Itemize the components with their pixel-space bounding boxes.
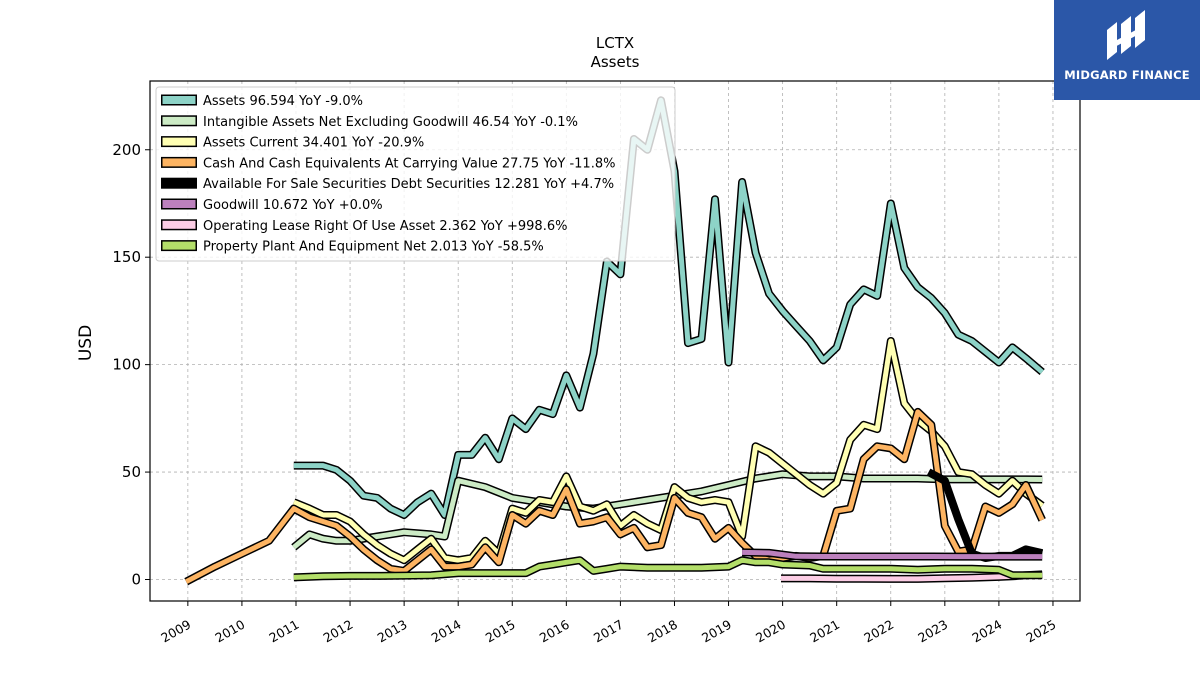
chart-subtitle: Assets [591,53,640,71]
legend-swatch [162,220,196,229]
legend-label: Property Plant And Equipment Net 2.013 Y… [203,240,544,255]
series-line [292,471,1043,550]
legend-swatch [162,179,196,188]
legend-swatch [162,158,196,167]
series-goodwill [742,548,1043,561]
series-property-plant-and-equipment-net [293,556,1043,582]
legend-label: Available For Sale Securities Debt Secur… [203,177,614,192]
series-group [184,96,1046,586]
legend-swatch [162,96,196,104]
y-axis-label: USD [76,325,96,361]
legend-swatch [162,116,196,125]
brand-logo: MIDGARD FINANCE [1054,0,1200,100]
y-tick-label: 50 [122,463,141,481]
y-tick-label: 150 [112,248,141,266]
series-line [185,409,1045,584]
legend-label: Cash And Cash Equivalents At Carrying Va… [203,156,615,171]
y-tick-label: 200 [112,141,141,159]
brand-name: MIDGARD FINANCE [1064,68,1190,82]
legend: Assets 96.594 YoY -9.0% Intangible Assets… [155,86,676,262]
legend-swatch [162,241,196,250]
y-tick-label: 100 [112,356,141,374]
chart-title: LCTX [596,34,634,52]
legend-swatch [162,137,196,146]
legend-label: Assets Current 34.401 YoY -20.9% [203,136,424,151]
series-intangible-assets-net-excluding-goodwill [291,470,1043,551]
series-cash-and-cash-equivalents-at-carrying-value [184,407,1046,586]
legend-label: Goodwill 10.672 YoY +0.0% [203,198,383,213]
legend-label: Assets 96.594 YoY -9.0% [203,94,363,109]
legend-label: Intangible Assets Net Excluding Goodwill… [203,115,578,130]
legend-swatch [162,200,196,208]
legend-box [155,86,676,262]
series-line [293,557,1043,580]
plot-frame [149,80,1081,602]
legend-label: Operating Lease Right Of Use Asset 2.362… [203,219,567,234]
y-tick-label: 0 [131,571,141,589]
brand-mark-icon [1107,10,1145,60]
series-line [742,549,1043,560]
